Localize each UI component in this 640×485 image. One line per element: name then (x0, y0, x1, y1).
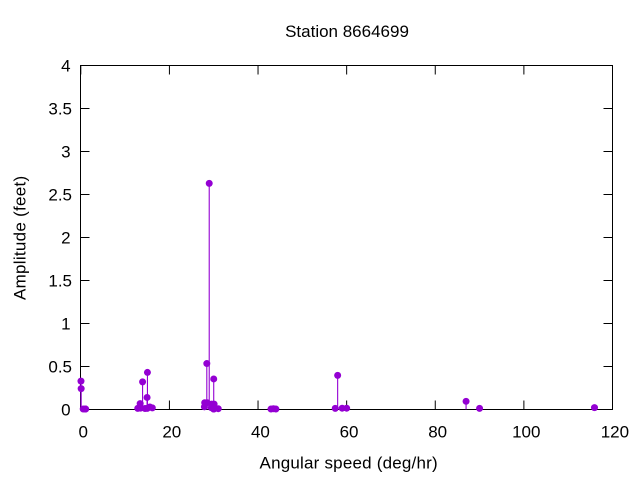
svg-text:3: 3 (61, 143, 70, 162)
svg-text:20: 20 (162, 422, 181, 441)
svg-text:Angular speed (deg/hr): Angular speed (deg/hr) (260, 454, 438, 473)
svg-text:60: 60 (340, 422, 359, 441)
svg-text:0: 0 (78, 422, 87, 441)
svg-text:0.5: 0.5 (48, 358, 72, 377)
svg-text:3.5: 3.5 (48, 100, 72, 119)
svg-text:100: 100 (512, 422, 540, 441)
svg-text:40: 40 (251, 422, 270, 441)
svg-text:1.5: 1.5 (48, 272, 72, 291)
svg-text:2: 2 (61, 229, 70, 248)
svg-text:1: 1 (61, 315, 70, 334)
svg-text:Station 8664699: Station 8664699 (285, 22, 409, 41)
svg-text:120: 120 (601, 422, 629, 441)
svg-text:4: 4 (61, 57, 70, 76)
svg-text:80: 80 (428, 422, 447, 441)
svg-text:0: 0 (61, 401, 70, 420)
svg-text:Amplitude (feet): Amplitude (feet) (10, 176, 29, 300)
svg-text:2.5: 2.5 (48, 186, 72, 205)
